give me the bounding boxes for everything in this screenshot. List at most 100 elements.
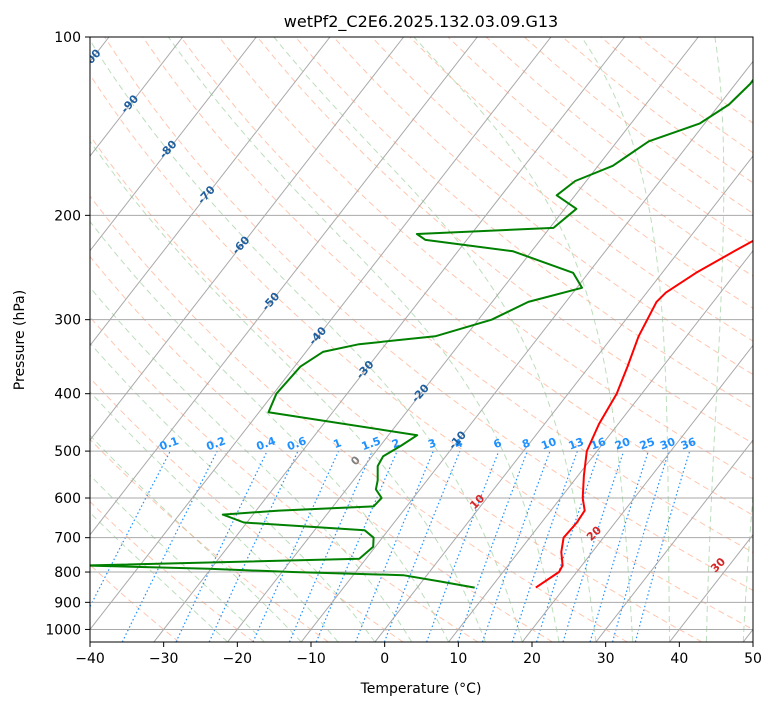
x-tick-label: 50 — [744, 651, 762, 667]
temperature-line — [535, 239, 753, 589]
mixing-ratio-line — [589, 450, 649, 642]
isotherm-line — [595, 439, 753, 642]
mixing-ratio-line — [511, 450, 578, 642]
x-axis: −40 −30 −20 −10 0 10 20 30 40 50 — [75, 642, 762, 667]
mixing-ratio-label: 6 — [492, 436, 504, 451]
x-tick-label: 20 — [523, 651, 541, 667]
pressure-gridlines — [90, 37, 753, 630]
y-tick-label: 300 — [54, 313, 81, 329]
moist-adiabat-line — [705, 37, 725, 642]
moist-adiabat-line — [413, 37, 634, 642]
isotherm-line — [669, 533, 753, 642]
y-tick-label: 100 — [54, 30, 81, 46]
moist-adiabat-line — [90, 286, 413, 642]
dry-adiabat-line — [371, 37, 753, 342]
y-tick-label: 1000 — [45, 622, 81, 638]
mixing-ratio-label: 1 — [332, 436, 344, 451]
plot-background — [90, 37, 753, 642]
x-tick-label: −10 — [296, 651, 326, 667]
y-tick-label: 700 — [54, 531, 81, 547]
moist-adiabat-line — [742, 490, 753, 642]
isotherm-line — [227, 37, 699, 642]
dry-adiabat-line — [90, 134, 703, 642]
isotherm-line — [90, 37, 184, 157]
mixing-ratio-line — [535, 450, 601, 642]
moist-adiabat-line — [90, 39, 523, 642]
mixing-ratio-label: 0.4 — [255, 434, 278, 453]
mixing-ratio-line — [612, 450, 670, 642]
x-axis-label: Temperature (°C) — [360, 681, 482, 697]
mixing-ratio-label: 36 — [679, 435, 698, 453]
moist-adiabat-line — [90, 342, 376, 642]
isotherm-line — [90, 37, 478, 536]
isotherm-line — [153, 37, 626, 642]
mixing-ratio-label: 20 — [613, 435, 632, 453]
chart-title: wetPf2_C2E6.2025.132.03.09.G13 — [284, 12, 558, 32]
mixing-ratio-label: 30 — [658, 435, 677, 453]
y-tick-label: 400 — [54, 387, 81, 403]
y-tick-label: 800 — [54, 565, 81, 581]
mixing-ratio-label: 16 — [589, 435, 608, 453]
mixing-ratio-label: 4 — [453, 436, 465, 451]
mixing-ratio-label: 0.2 — [205, 434, 228, 453]
mixing-ratio-label: 10 — [539, 435, 558, 453]
moist-adiabat-line — [90, 140, 486, 642]
mixing-ratio-label: 25 — [638, 435, 657, 452]
y-axis-label: Pressure (hPa) — [12, 290, 28, 390]
mixing-ratio-label: 1.5 — [360, 434, 383, 453]
mixing-ratio-line — [288, 450, 373, 642]
isotherm-line — [90, 37, 552, 631]
mixing-ratio-label: 8 — [520, 436, 532, 451]
y-tick-label: 900 — [54, 595, 81, 611]
mixing-ratio-line — [426, 450, 500, 642]
dry-adiabat-line — [90, 255, 553, 642]
dry-adiabat-line — [90, 316, 479, 642]
dry-adiabat-line — [90, 195, 628, 642]
dry-adiabat-line — [90, 73, 753, 630]
isotherms — [90, 37, 753, 642]
isotherm-line — [448, 249, 753, 642]
isotherm-line — [521, 344, 753, 642]
x-tick-label: 10 — [449, 651, 467, 667]
mixing-ratio-label: 13 — [567, 435, 586, 452]
dry-adiabat-line — [90, 438, 329, 642]
profile-lines — [90, 78, 753, 589]
y-axis: 1000 900 800 700 600 500 400 300 200 100 — [45, 30, 90, 638]
mixing-ratio-line — [354, 450, 434, 642]
isotherm-line — [90, 37, 257, 252]
mixing-ratio-label: 3 — [426, 436, 438, 451]
mixing-ratio-label: 0.6 — [285, 434, 308, 453]
x-tick-label: 0 — [380, 651, 389, 667]
dry-adiabat-line — [90, 564, 180, 642]
mixing-ratio-line — [252, 450, 340, 642]
moist-adiabat-line — [581, 37, 671, 642]
dry-adiabat-line — [218, 37, 753, 480]
x-tick-label: −40 — [75, 651, 105, 667]
mixing-ratio-line — [562, 450, 625, 642]
dry-adiabat-line — [104, 37, 753, 591]
moist-adiabat-line — [90, 511, 228, 642]
mixing-ratio-label: 2 — [390, 436, 402, 451]
dry-adiabat-line — [409, 37, 753, 309]
isotherm-line — [90, 37, 331, 347]
mixing-ratio-line — [481, 450, 551, 642]
isotherm-line — [300, 60, 753, 642]
isotherm-line — [374, 155, 753, 642]
x-tick-label: 40 — [670, 651, 688, 667]
moist-adiabat-line — [273, 37, 597, 642]
mixing-ratio-line — [457, 450, 528, 642]
dry-adiabat-line — [180, 37, 753, 516]
y-tick-label: 600 — [54, 491, 81, 507]
mixing-ratio-label: 0.1 — [158, 434, 181, 453]
moist-adiabat-line — [90, 474, 265, 642]
plot-frame — [89, 36, 754, 643]
moist-adiabat-line — [90, 434, 302, 642]
x-tick-label: −20 — [223, 651, 253, 667]
x-tick-label: 30 — [597, 651, 615, 667]
dewpoint-line — [90, 78, 753, 589]
moist-adiabat-line — [167, 37, 560, 642]
y-tick-label: 200 — [54, 208, 81, 224]
isotherm-line — [90, 37, 405, 441]
moist-adiabats — [90, 37, 753, 642]
